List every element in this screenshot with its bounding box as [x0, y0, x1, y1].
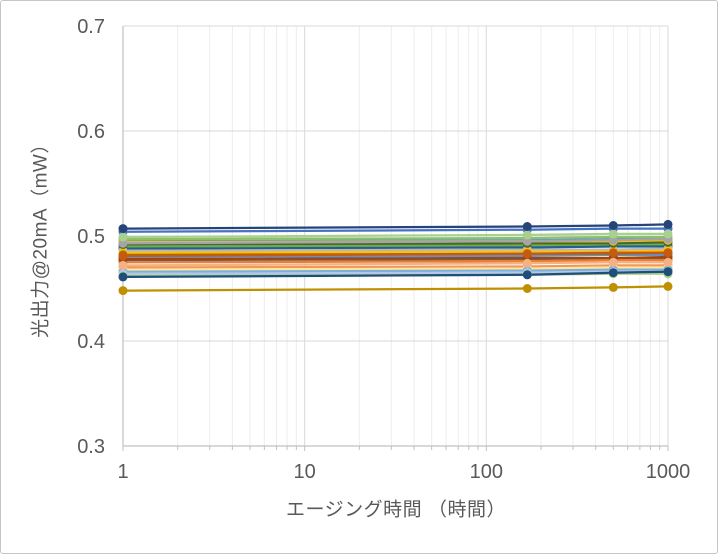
series-marker [522, 236, 532, 246]
series-line [121, 243, 670, 248]
series-marker [118, 232, 128, 242]
y-tick-label: 0.5 [77, 226, 105, 248]
series-marker [663, 229, 673, 239]
series-line [121, 255, 670, 261]
series-line [121, 264, 670, 269]
series-line [121, 270, 670, 279]
series-marker [608, 235, 618, 245]
y-tick-label: 0.7 [77, 16, 105, 38]
series-marker [663, 267, 673, 277]
series-line [121, 237, 670, 245]
series-marker [608, 221, 618, 230]
series-marker [118, 260, 128, 270]
x-tick-label: 1000 [646, 461, 691, 483]
series-marker [522, 284, 532, 293]
y-tick-label: 0.4 [77, 331, 105, 353]
series-marker [118, 238, 128, 248]
series-line [121, 266, 670, 271]
series-line [121, 253, 670, 259]
x-tick-label: 100 [470, 461, 503, 483]
series-marker [608, 229, 618, 239]
series-marker [522, 249, 532, 259]
series-marker [118, 251, 128, 261]
series-line [121, 251, 670, 258]
series-marker [522, 258, 532, 268]
series-line [121, 235, 670, 241]
series-marker [663, 281, 673, 291]
x-tick-label: 10 [294, 461, 316, 483]
series-line [121, 261, 670, 267]
series-marker [608, 257, 618, 267]
series-marker [118, 272, 128, 282]
series-marker [663, 248, 673, 258]
series-marker [118, 224, 128, 234]
series-marker [608, 268, 618, 278]
series-marker [608, 282, 618, 292]
y-tick-label: 0.3 [77, 436, 105, 458]
series-marker [663, 219, 673, 229]
series-line [121, 247, 670, 252]
x-tick-label: 1 [117, 461, 128, 483]
series-marker [522, 230, 532, 240]
series-line [121, 223, 670, 230]
series-marker [608, 248, 618, 258]
series-marker [522, 222, 532, 231]
y-axis-title: 光出力@20mA（mW） [30, 134, 52, 338]
series-line [121, 227, 670, 233]
series-line [121, 249, 670, 254]
series-marker [522, 270, 532, 280]
series-line [121, 241, 670, 246]
x-axis-title: エージング時間 （時間） [286, 499, 506, 521]
series-line [121, 232, 670, 239]
series-line [121, 268, 670, 273]
series-line [121, 285, 670, 292]
series-marker [118, 286, 128, 296]
series-marker [663, 257, 673, 267]
series-line [121, 258, 670, 264]
y-tick-label: 0.6 [77, 121, 105, 143]
series-line [121, 245, 670, 250]
